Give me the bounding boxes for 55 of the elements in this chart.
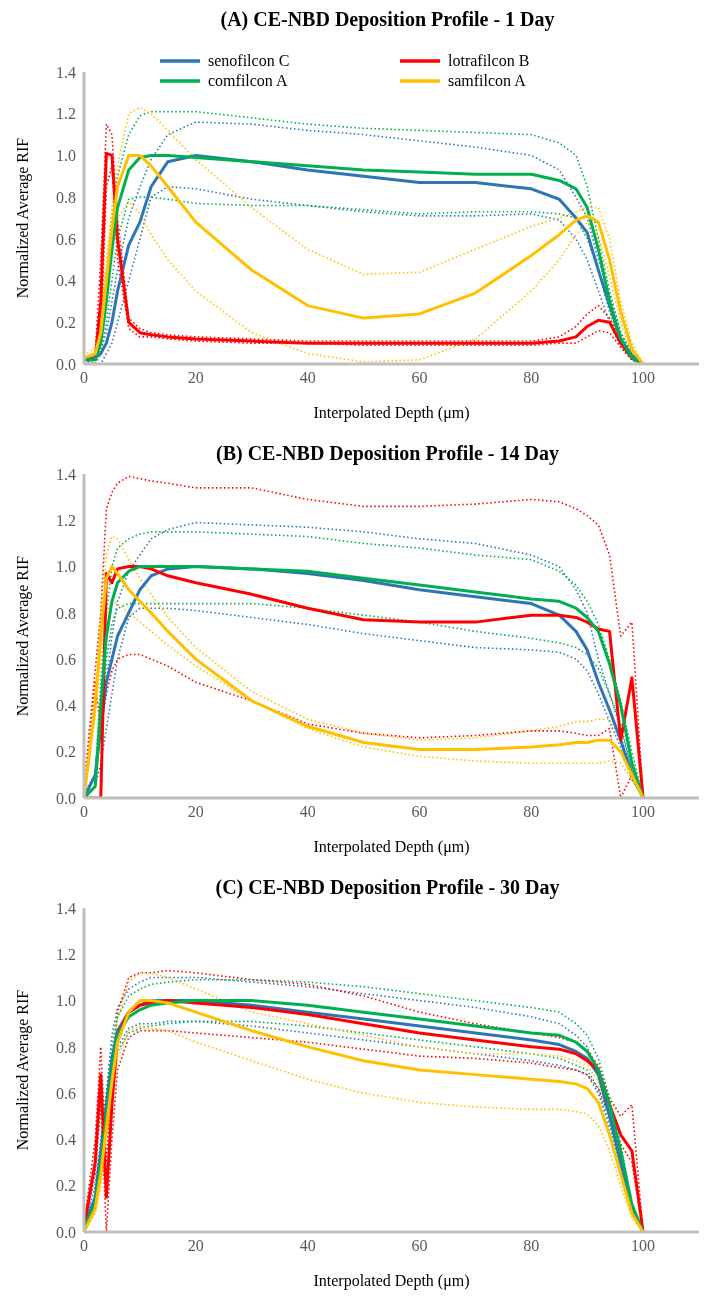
- legend-label: samfilcon A: [448, 72, 526, 90]
- chart-title: (B) CE-NBD Deposition Profile - 14 Day: [215, 442, 560, 466]
- y-tick-label: 1.2: [56, 945, 76, 963]
- y-tick-label: 0.6: [56, 230, 76, 248]
- y-axis-title: Normalized Average RIF: [13, 989, 32, 1151]
- x-tick-label: 100: [631, 369, 656, 387]
- x-axis-title: Interpolated Depth (μm): [313, 838, 470, 856]
- y-tick-label: 0.8: [56, 1038, 76, 1056]
- x-axis-title: Interpolated Depth (μm): [313, 404, 470, 422]
- x-tick-label: 20: [187, 803, 204, 821]
- x-tick-label: 40: [299, 369, 316, 387]
- x-tick-label: 80: [523, 369, 540, 387]
- legend-label: lotrafilcon B: [448, 52, 530, 70]
- y-tick-label: 0.0: [56, 1223, 76, 1241]
- y-axis-title: Normalized Average RIF: [13, 555, 32, 717]
- x-tick-label: 0: [80, 803, 88, 821]
- x-tick-label: 0: [80, 369, 88, 387]
- y-tick-label: 1.4: [56, 63, 76, 81]
- y-tick-label: 0.6: [56, 1084, 76, 1102]
- y-tick-label: 1.0: [56, 992, 76, 1010]
- x-tick-label: 60: [411, 369, 428, 387]
- y-tick-label: 1.0: [56, 147, 76, 165]
- y-tick-label: 0.8: [56, 604, 76, 622]
- y-tick-label: 0.4: [56, 697, 76, 715]
- chart-title: (A) CE-NBD Deposition Profile - 1 Day: [219, 8, 556, 32]
- x-tick-label: 40: [299, 803, 316, 821]
- x-tick-label: 60: [411, 803, 428, 821]
- y-tick-label: 0.0: [56, 789, 76, 807]
- chart-title: (C) CE-NBD Deposition Profile - 30 Day: [214, 876, 561, 900]
- y-tick-label: 0.2: [56, 313, 76, 331]
- y-tick-label: 0.0: [56, 355, 76, 373]
- x-tick-label: 20: [187, 1237, 204, 1255]
- y-tick-label: 0.4: [56, 272, 76, 290]
- x-tick-label: 60: [411, 1237, 428, 1255]
- x-tick-label: 40: [299, 1237, 316, 1255]
- y-tick-label: 0.2: [56, 743, 76, 761]
- y-tick-label: 1.4: [56, 899, 76, 917]
- y-tick-label: 0.4: [56, 1131, 76, 1149]
- x-tick-label: 0: [80, 1237, 88, 1255]
- y-tick-label: 0.2: [56, 1177, 76, 1195]
- x-tick-label: 100: [631, 1237, 656, 1255]
- y-tick-label: 1.0: [56, 558, 76, 576]
- x-tick-label: 20: [187, 369, 204, 387]
- y-tick-label: 0.6: [56, 650, 76, 668]
- y-tick-label: 1.2: [56, 511, 76, 529]
- y-tick-label: 1.2: [56, 105, 76, 123]
- x-tick-label: 80: [523, 1237, 540, 1255]
- y-axis-title: Normalized Average RIF: [13, 137, 32, 299]
- legend-label: comfilcon A: [208, 72, 288, 90]
- legend-label: senofilcon C: [208, 52, 290, 70]
- x-tick-label: 80: [523, 803, 540, 821]
- x-axis-title: Interpolated Depth (μm): [313, 1272, 470, 1290]
- y-tick-label: 0.8: [56, 188, 76, 206]
- y-tick-label: 1.4: [56, 465, 76, 483]
- x-tick-label: 100: [631, 803, 656, 821]
